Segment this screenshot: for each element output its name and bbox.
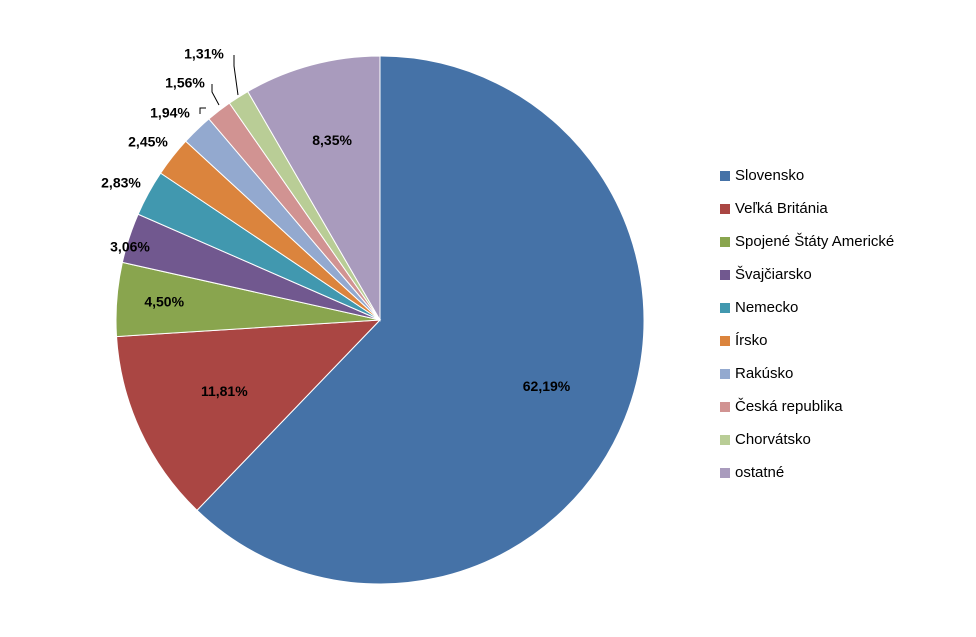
legend-label: Slovensko (735, 167, 804, 184)
legend-swatch (720, 204, 730, 214)
data-label-ceska-republika: 1,56% (165, 75, 205, 91)
pie-slice-ostatne (247, 55, 381, 322)
legend-swatch (720, 468, 730, 478)
data-labels: 62,19% 11,81% 4,50% 3,06% 2,83% 2,45% 1,94% 1,5… (101, 46, 571, 399)
legend-swatch (720, 237, 730, 247)
legend-label: ostatné (735, 464, 784, 481)
data-label-chorvatsko: 1,31% (184, 46, 224, 62)
legend-item-chorvatsko: Chorvátsko (720, 431, 811, 448)
legend-swatch (720, 303, 730, 313)
legend-label: Írsko (735, 332, 768, 349)
data-label-rakusko: 1,94% (150, 105, 190, 121)
leader-line-rakusko (199, 107, 206, 114)
legend-label: Veľká Británia (735, 200, 828, 217)
data-label-svajciarsko: 3,06% (110, 239, 150, 255)
legend-label: Chorvátsko (735, 431, 811, 448)
leader-line-ceska-republika (211, 84, 220, 106)
legend-label: Švajčiarsko (735, 266, 812, 283)
legend-item-nemecko: Nemecko (720, 299, 798, 316)
legend-label: Nemecko (735, 299, 798, 316)
legend-swatch (720, 435, 730, 445)
data-label-ostatne: 8,35% (312, 132, 352, 148)
data-label-irsko: 2,45% (128, 134, 168, 150)
legend-item-velka-britania: Veľká Británia (720, 200, 828, 217)
legend-item-ostatne: ostatné (720, 464, 784, 481)
data-label-velka-britania: 11,81% (201, 383, 248, 399)
legend-item-irsko: Írsko (720, 332, 768, 349)
pie-slices (115, 55, 645, 585)
data-label-nemecko: 2,83% (101, 175, 141, 191)
legend-swatch (720, 171, 730, 181)
legend-item-slovensko: Slovensko (720, 167, 804, 184)
legend-swatch (720, 402, 730, 412)
legend-item-ceska-republika: Česká republika (720, 398, 843, 415)
data-label-spojene-staty-americke: 4,50% (144, 294, 184, 310)
legend-swatch (720, 270, 730, 280)
pie-slice-slovensko (196, 55, 645, 585)
legend-swatch (720, 336, 730, 346)
legend-label: Rakúsko (735, 365, 793, 382)
legend-label: Spojené Štáty Americké (735, 233, 894, 250)
legend-label: Česká republika (735, 398, 843, 415)
pie-slice-velka-britania (115, 319, 382, 511)
legend-swatch (720, 369, 730, 379)
leader-line-chorvatsko (233, 55, 239, 96)
legend-item-spojene-staty-americke: Spojené Štáty Americké (720, 233, 894, 250)
leader-lines (199, 55, 239, 114)
legend-item-rakusko: Rakúsko (720, 365, 793, 382)
legend: Slovensko Veľká Británia Spojené Štáty Ame… (720, 167, 894, 481)
legend-item-svajciarsko: Švajčiarsko (720, 266, 812, 283)
data-label-slovensko: 62,19% (523, 378, 571, 394)
